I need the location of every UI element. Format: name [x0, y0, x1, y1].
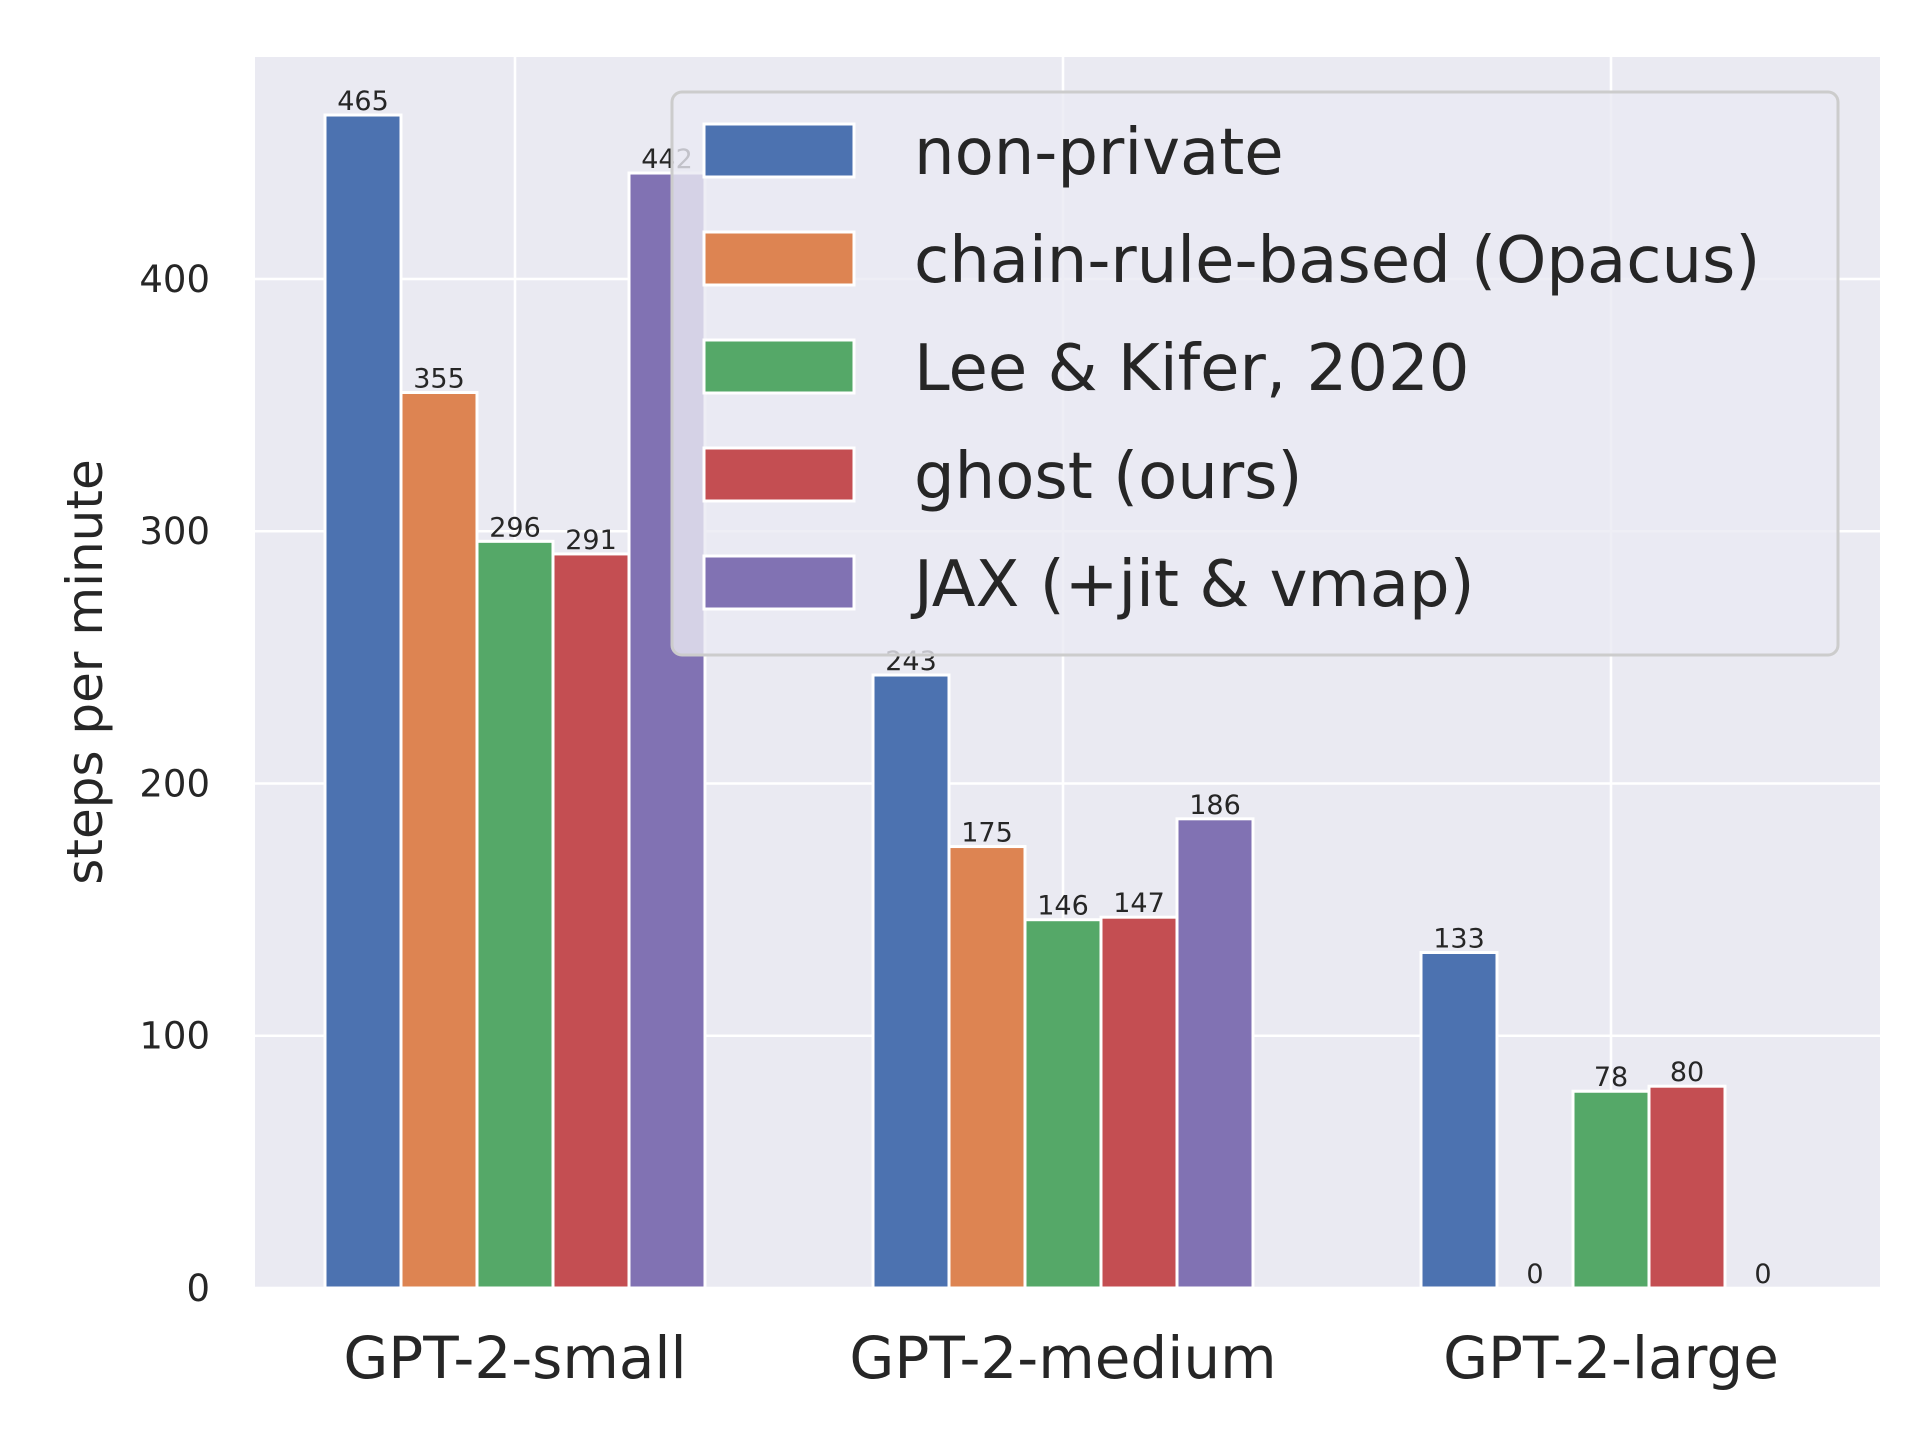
bar — [947, 845, 1027, 1290]
legend-swatch — [702, 554, 856, 611]
y-axis-label: steps per minute — [56, 459, 114, 884]
bar — [871, 673, 951, 1290]
legend-entry-label: non-private — [914, 116, 1284, 190]
y-tick-label: 300 — [139, 510, 210, 553]
legend-entry-label: ghost (ours) — [914, 440, 1302, 514]
y-axis-ticks: 0 100 200 300 400 — [139, 258, 210, 1310]
bar — [475, 539, 555, 1290]
bar-value-label: 78 — [1594, 1062, 1628, 1093]
bar-value-label: 296 — [489, 512, 541, 543]
legend: non-private chain-rule-based (Opacus) Lee … — [670, 90, 1840, 657]
bar-value-label: 0 — [1526, 1259, 1543, 1290]
bar-value-label: 146 — [1037, 891, 1089, 922]
legend-entry-label: Lee & Kifer, 2020 — [914, 332, 1469, 406]
legend-swatch — [702, 230, 856, 287]
x-tick-label: GPT-2-medium — [849, 1324, 1276, 1392]
bar-value-label: 147 — [1113, 888, 1165, 919]
bar — [1099, 915, 1179, 1290]
legend-entry-label: chain-rule-based (Opacus) — [914, 224, 1760, 298]
legend-swatch — [702, 122, 856, 179]
bars — [323, 113, 1727, 1290]
bar-value-label: 465 — [337, 86, 389, 117]
y-tick-label: 0 — [186, 1267, 210, 1310]
bar — [1419, 951, 1499, 1290]
bar-value-label: 175 — [961, 818, 1013, 849]
bar-value-label: 0 — [1754, 1259, 1771, 1290]
legend-box — [670, 90, 1840, 657]
x-tick-label: GPT-2-large — [1443, 1324, 1779, 1392]
bar — [551, 552, 631, 1290]
bar-value-label: 80 — [1670, 1057, 1704, 1088]
bar — [1571, 1089, 1651, 1290]
bar — [323, 113, 403, 1290]
legend-entry-label: JAX (+jit & vmap) — [910, 548, 1475, 622]
y-tick-label: 100 — [139, 1015, 210, 1058]
bar — [1647, 1084, 1727, 1290]
bar-value-label: 355 — [413, 363, 465, 394]
y-tick-label: 400 — [139, 258, 210, 301]
bar-value-label: 133 — [1433, 924, 1485, 955]
x-axis-ticks: GPT-2-small GPT-2-medium GPT-2-large — [343, 1324, 1779, 1392]
legend-swatch — [702, 338, 856, 395]
bar-value-label: 291 — [565, 525, 617, 556]
bar — [1175, 817, 1255, 1290]
x-tick-label: GPT-2-small — [343, 1324, 686, 1392]
y-tick-label: 200 — [139, 762, 210, 805]
bar-value-label: 186 — [1189, 790, 1241, 821]
legend-swatch — [702, 446, 856, 503]
bar — [399, 390, 479, 1290]
bar — [1023, 918, 1103, 1290]
